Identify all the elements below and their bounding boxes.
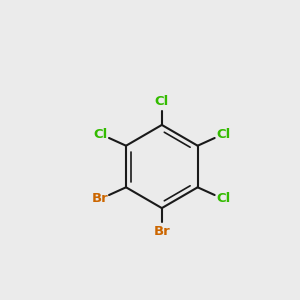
Text: Br: Br bbox=[154, 225, 170, 238]
Text: Cl: Cl bbox=[216, 192, 230, 206]
Text: Br: Br bbox=[92, 192, 109, 206]
Text: Cl: Cl bbox=[216, 128, 230, 141]
Text: Cl: Cl bbox=[155, 95, 169, 108]
Text: Cl: Cl bbox=[94, 128, 108, 141]
